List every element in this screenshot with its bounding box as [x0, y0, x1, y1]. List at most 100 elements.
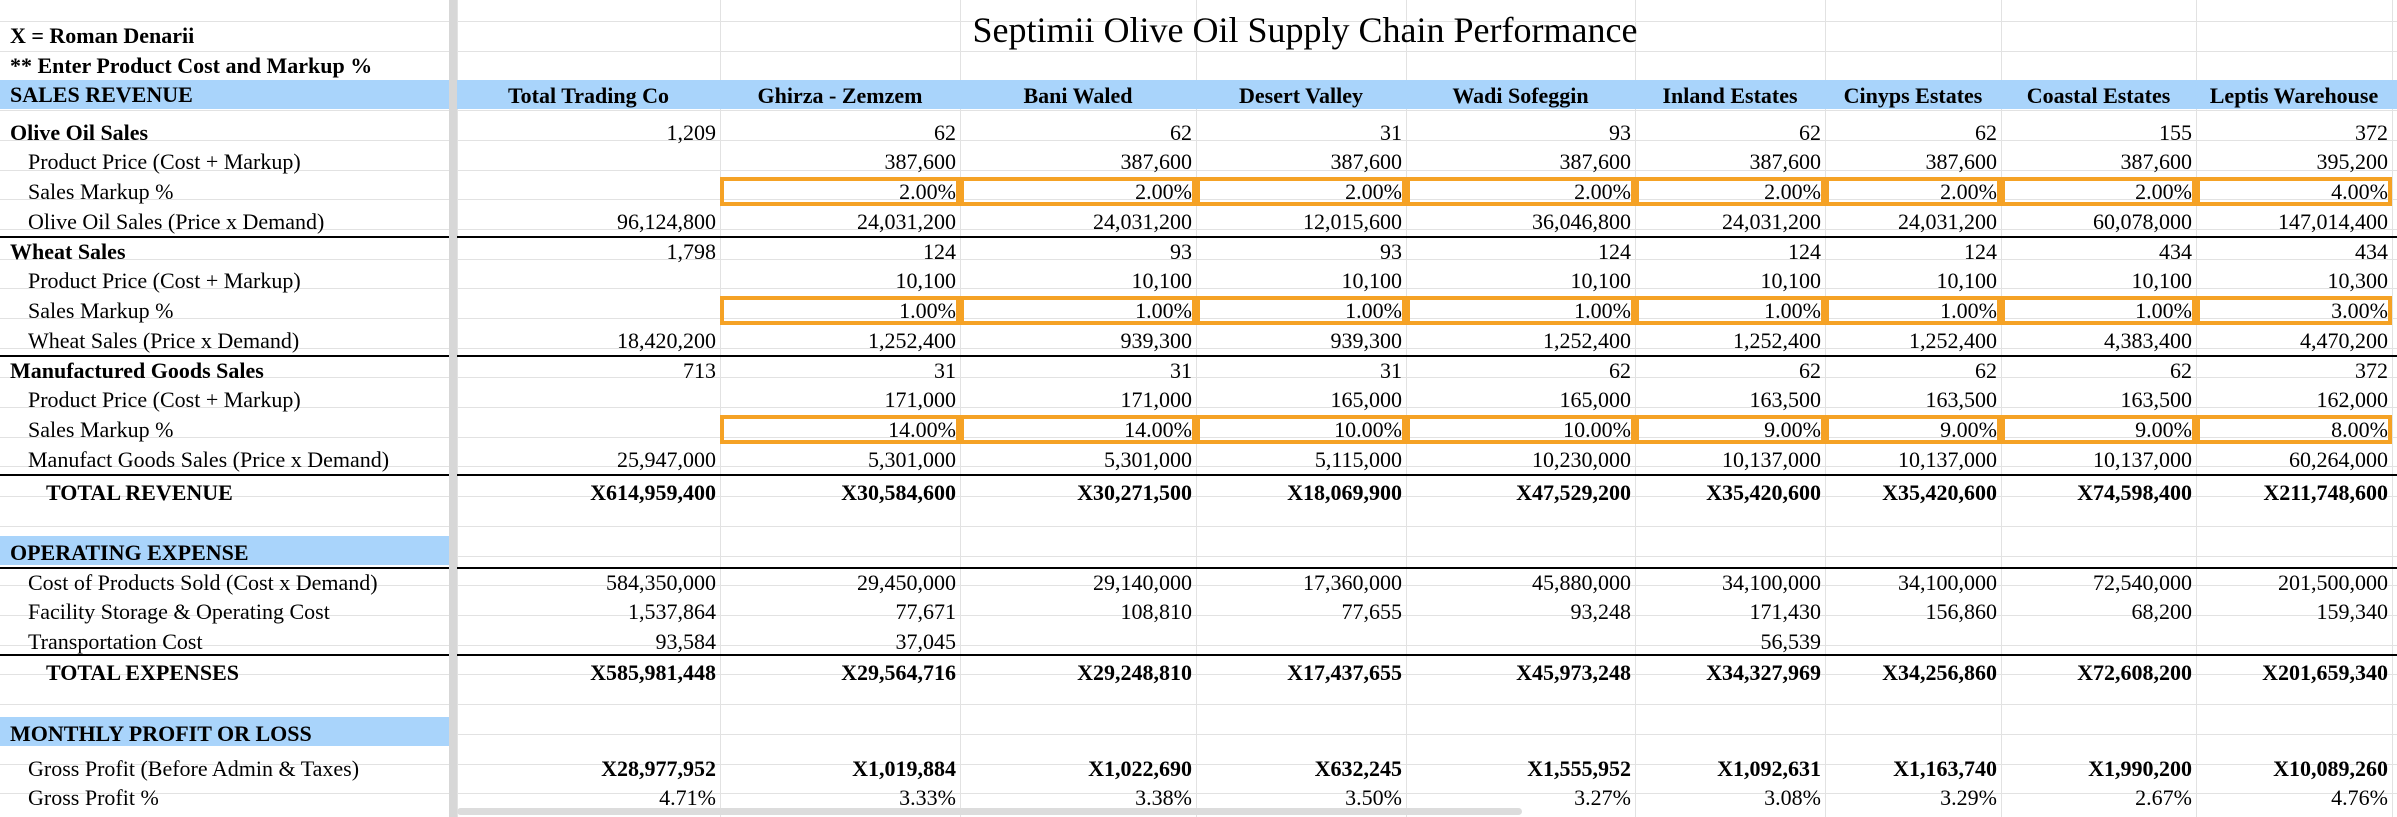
cell-mfg-sales[interactable]: 713 [683, 358, 716, 383]
cell-gross-profit[interactable]: X10,089,260 [2273, 756, 2388, 781]
column-header[interactable]: Cinyps Estates [1843, 83, 1983, 108]
cell-gross-pct[interactable]: 3.27% [1574, 785, 1631, 810]
cell-transport[interactable]: 37,045 [895, 629, 957, 654]
cell-olive-markup[interactable]: 2.00% [1574, 179, 1631, 204]
cell-wheat-rev[interactable]: 1,252,400 [1733, 328, 1821, 353]
cell-olive-markup[interactable]: 2.00% [1135, 179, 1192, 204]
cell-gross-profit[interactable]: X1,092,631 [1717, 756, 1821, 781]
cell-olive-rev[interactable]: 24,031,200 [857, 209, 956, 234]
cell-olive-markup[interactable]: 4.00% [2331, 179, 2388, 204]
column-header[interactable]: Ghirza - Zemzem [757, 83, 923, 108]
cell-mfg-sales[interactable]: 62 [1975, 358, 1997, 383]
cell-transport[interactable] [1825, 627, 2001, 656]
cell-olive-sales[interactable]: 62 [934, 120, 956, 145]
cell-cogs[interactable]: 584,350,000 [606, 570, 716, 595]
cell-mfg-sales[interactable]: 31 [934, 358, 956, 383]
cell-mfg-price[interactable]: 165,000 [1330, 387, 1403, 412]
cell-olive-price[interactable]: 387,600 [1925, 149, 1998, 174]
cell-total-exp[interactable]: X201,659,340 [2262, 660, 2388, 685]
cell-olive-rev[interactable]: 24,031,200 [1898, 209, 1997, 234]
cell-olive-price[interactable]: 387,600 [1559, 149, 1632, 174]
cell-total-exp[interactable]: X34,327,969 [1706, 660, 1821, 685]
column-header[interactable]: Wadi Sofeggin [1452, 83, 1589, 108]
row-label-storage[interactable]: Facility Storage & Operating Cost [28, 599, 330, 624]
cell-transport[interactable]: 93,584 [655, 629, 717, 654]
cell-cogs[interactable]: 45,880,000 [1532, 570, 1631, 595]
cell-gross-profit[interactable]: X1,022,690 [1088, 756, 1192, 781]
cell-gross-profit[interactable]: X1,019,884 [852, 756, 956, 781]
cell-wheat-price[interactable]: 10,100 [1570, 268, 1632, 293]
row-label-mfg-price[interactable]: Product Price (Cost + Markup) [28, 387, 301, 412]
cell-wheat-price[interactable]: 10,100 [2131, 268, 2193, 293]
cell-wheat-markup[interactable]: 1.00% [1574, 298, 1631, 323]
cell-total-rev[interactable]: X47,529,200 [1516, 480, 1631, 505]
cell-mfg-rev[interactable]: 10,137,000 [1898, 447, 1997, 472]
cell-mfg-markup[interactable]: 9.00% [1940, 417, 1997, 442]
cell-transport[interactable] [2196, 627, 2392, 656]
cell-mfg-rev[interactable]: 5,301,000 [1104, 447, 1192, 472]
cell-olive-sales[interactable]: 31 [1380, 120, 1402, 145]
cell-storage[interactable]: 68,200 [2131, 599, 2193, 624]
cell-gross-pct[interactable]: 4.71% [659, 785, 716, 810]
row-label-wheat-rev[interactable]: Wheat Sales (Price x Demand) [28, 328, 300, 353]
cell-gross-pct[interactable]: 3.38% [1135, 785, 1192, 810]
cell-wheat-markup[interactable]: 1.00% [1764, 298, 1821, 323]
cell-olive-price[interactable]: 387,600 [884, 149, 957, 174]
cell-olive-markup[interactable]: 2.00% [1345, 179, 1402, 204]
cell-storage[interactable]: 77,655 [1341, 599, 1403, 624]
row-label-mfg-rev[interactable]: Manufact Goods Sales (Price x Demand) [28, 447, 390, 472]
cell-mfg-sales[interactable]: 62 [1799, 358, 1821, 383]
cell-wheat-sales[interactable]: 124 [1788, 239, 1821, 264]
cell-olive-sales[interactable]: 62 [1799, 120, 1821, 145]
row-label-olive-sales[interactable]: Olive Oil Sales [10, 120, 149, 145]
cell-cogs[interactable]: 29,450,000 [857, 570, 956, 595]
cell-total-exp[interactable]: X17,437,655 [1287, 660, 1402, 685]
cell-wheat-sales[interactable]: 93 [1170, 239, 1192, 264]
row-label-olive-price[interactable]: Product Price (Cost + Markup) [28, 149, 301, 174]
cell-total-exp[interactable]: X29,248,810 [1077, 660, 1192, 685]
cell-total-rev[interactable]: X35,420,600 [1706, 480, 1821, 505]
cell-olive-sales[interactable]: 93 [1609, 120, 1631, 145]
cell-olive-rev[interactable]: 12,015,600 [1303, 209, 1402, 234]
cell-transport[interactable] [960, 627, 1196, 656]
cell-wheat-price[interactable]: 10,100 [1131, 268, 1193, 293]
cell-mfg-sales[interactable]: 31 [1380, 358, 1402, 383]
cell-olive-price[interactable]: 387,600 [2120, 149, 2193, 174]
cell-olive-markup[interactable]: 2.00% [1940, 179, 1997, 204]
cell-total-exp[interactable]: X29,564,716 [841, 660, 956, 685]
column-header[interactable]: Inland Estates [1662, 83, 1798, 108]
cell-gross-profit[interactable]: X1,163,740 [1893, 756, 1997, 781]
cell-storage[interactable]: 156,860 [1925, 599, 1998, 624]
cell-gross-profit[interactable]: X632,245 [1314, 756, 1402, 781]
cell-olive-markup[interactable]: 2.00% [899, 179, 956, 204]
row-label-olive-rev[interactable]: Olive Oil Sales (Price x Demand) [28, 209, 325, 234]
cell-mfg-rev[interactable]: 5,115,000 [1314, 447, 1402, 472]
cell-mfg-sales[interactable]: 372 [2355, 358, 2388, 383]
cell-storage[interactable]: 108,810 [1120, 599, 1193, 624]
cell-mfg-markup[interactable]: 14.00% [1124, 417, 1192, 442]
cell-gross-pct[interactable]: 3.08% [1764, 785, 1821, 810]
cell-wheat-price[interactable]: 10,100 [895, 268, 957, 293]
cell-storage[interactable]: 1,537,864 [628, 599, 716, 624]
currency-note[interactable]: X = Roman Denarii [10, 23, 195, 48]
cell-mfg-price[interactable]: 171,000 [884, 387, 957, 412]
cell-total-exp[interactable]: X585,981,448 [590, 660, 716, 685]
cell-wheat-price[interactable]: 10,100 [1341, 268, 1403, 293]
row-label-wheat-markup[interactable]: Sales Markup % [28, 298, 174, 323]
cell-mfg-rev[interactable]: 5,301,000 [868, 447, 956, 472]
cell-mfg-markup[interactable]: 9.00% [2135, 417, 2192, 442]
cell-olive-price[interactable]: 387,600 [1749, 149, 1822, 174]
cell-olive-price[interactable]: 395,200 [2316, 149, 2389, 174]
cell-mfg-sales[interactable]: 62 [1609, 358, 1631, 383]
cell-wheat-sales[interactable]: 93 [1380, 239, 1402, 264]
cell-gross-profit[interactable]: X28,977,952 [601, 756, 716, 781]
cell-olive-rev[interactable]: 60,078,000 [2093, 209, 2192, 234]
cell-transport[interactable]: 56,539 [1760, 629, 1822, 654]
cell-wheat-price[interactable]: 10,100 [1936, 268, 1998, 293]
cell-wheat-sales[interactable]: 434 [2159, 239, 2192, 264]
cell-cogs[interactable]: 34,100,000 [1898, 570, 1997, 595]
cell-gross-pct[interactable]: 4.76% [2331, 785, 2388, 810]
row-label-gross-profit[interactable]: Gross Profit (Before Admin & Taxes) [28, 756, 360, 781]
cell-olive-rev[interactable]: 96,124,800 [617, 209, 716, 234]
column-header[interactable]: Coastal Estates [2026, 83, 2171, 108]
